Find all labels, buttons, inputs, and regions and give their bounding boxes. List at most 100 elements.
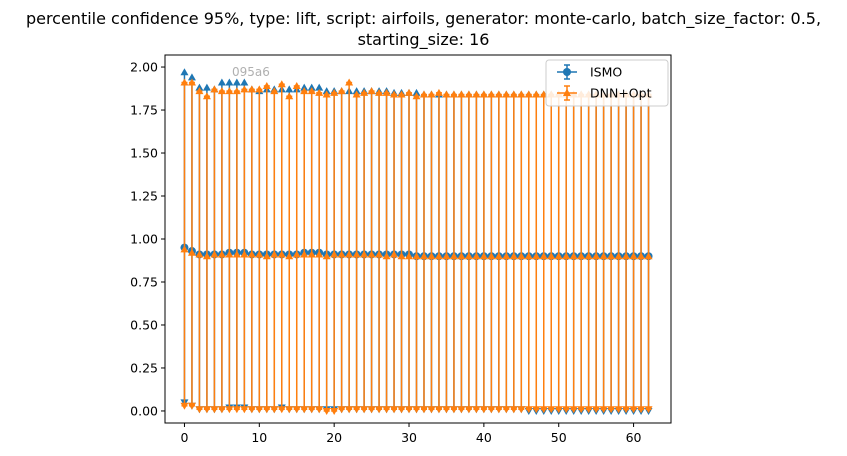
data-point bbox=[539, 252, 548, 260]
lower-cap-marker bbox=[524, 406, 533, 414]
data-point bbox=[210, 250, 219, 258]
data-point bbox=[217, 250, 226, 258]
upper-cap-marker bbox=[337, 87, 346, 95]
lower-cap-marker bbox=[345, 406, 354, 414]
upper-cap-marker bbox=[315, 88, 324, 96]
lower-cap-marker bbox=[472, 406, 481, 414]
lower-cap-marker bbox=[607, 406, 616, 414]
upper-cap-marker bbox=[367, 87, 376, 95]
lower-cap-marker bbox=[464, 406, 473, 414]
upper-cap-marker bbox=[487, 90, 496, 98]
lower-cap-marker bbox=[449, 406, 458, 414]
data-point bbox=[464, 252, 473, 260]
data-point bbox=[419, 252, 428, 260]
upper-cap-marker bbox=[532, 90, 541, 98]
data-point bbox=[599, 252, 608, 260]
upper-cap-marker bbox=[217, 87, 226, 95]
data-point bbox=[449, 252, 458, 260]
lower-cap-marker bbox=[457, 406, 466, 414]
y-tick-label: 2.00 bbox=[130, 60, 158, 75]
upper-cap-marker bbox=[277, 80, 286, 88]
lower-cap-marker bbox=[330, 407, 339, 415]
upper-cap-marker bbox=[472, 90, 481, 98]
lower-cap-marker bbox=[195, 406, 204, 414]
upper-cap-marker bbox=[285, 85, 294, 93]
upper-cap-marker bbox=[509, 90, 518, 98]
watermark-text: 095a6 bbox=[232, 65, 270, 79]
upper-cap-marker bbox=[397, 90, 406, 98]
upper-cap-marker bbox=[210, 85, 219, 93]
lower-cap-marker bbox=[247, 406, 256, 414]
lower-cap-marker bbox=[300, 406, 309, 414]
plot-area bbox=[180, 68, 653, 415]
lower-cap-marker bbox=[255, 406, 264, 414]
upper-cap-marker bbox=[262, 81, 271, 89]
lower-cap-marker bbox=[315, 406, 324, 414]
y-tick-label: 0.25 bbox=[130, 360, 158, 375]
lower-cap-marker bbox=[554, 406, 563, 414]
lower-cap-marker bbox=[352, 406, 361, 414]
data-point bbox=[547, 252, 556, 260]
upper-cap-marker bbox=[180, 68, 189, 76]
upper-cap-marker bbox=[464, 90, 473, 98]
lower-cap-marker bbox=[532, 406, 541, 414]
y-tick-label: 1.75 bbox=[130, 103, 158, 118]
data-point bbox=[232, 250, 241, 258]
lower-cap-marker bbox=[487, 406, 496, 414]
lower-cap-marker bbox=[210, 406, 219, 414]
data-point bbox=[562, 252, 571, 260]
x-tick-label: 60 bbox=[626, 430, 642, 445]
y-tick-label: 0.75 bbox=[130, 274, 158, 289]
axes-frame bbox=[164, 54, 672, 424]
x-tick-label: 0 bbox=[180, 430, 188, 445]
lower-cap-marker bbox=[517, 406, 526, 414]
lower-cap-marker bbox=[434, 406, 443, 414]
upper-cap-marker bbox=[225, 87, 234, 95]
lower-cap-marker bbox=[637, 406, 646, 414]
lower-cap-marker bbox=[322, 407, 331, 415]
upper-cap-marker bbox=[240, 85, 249, 93]
data-point bbox=[472, 252, 481, 260]
upper-cap-marker bbox=[449, 90, 458, 98]
lower-cap-marker bbox=[270, 406, 279, 414]
lower-cap-marker bbox=[644, 406, 653, 414]
lower-cap-marker bbox=[509, 406, 518, 414]
lower-cap-marker bbox=[539, 406, 548, 414]
data-point bbox=[277, 250, 286, 258]
data-point bbox=[517, 252, 526, 260]
x-tick-label: 50 bbox=[551, 430, 567, 445]
upper-cap-marker bbox=[202, 92, 211, 100]
data-point bbox=[502, 252, 511, 260]
upper-cap-marker bbox=[187, 78, 196, 86]
data-point bbox=[195, 250, 204, 258]
chart-title-line-1: percentile confidence 95%, type: lift, s… bbox=[26, 9, 821, 29]
data-point bbox=[322, 252, 331, 260]
data-point bbox=[427, 252, 436, 260]
legend: ISMO DNN+Opt bbox=[545, 59, 669, 107]
data-point bbox=[629, 252, 638, 260]
upper-cap-marker bbox=[232, 87, 241, 95]
data-point bbox=[494, 252, 503, 260]
lower-cap-marker bbox=[562, 406, 571, 414]
upper-cap-marker bbox=[292, 81, 301, 89]
lower-cap-marker bbox=[494, 406, 503, 414]
lower-cap-marker bbox=[502, 406, 511, 414]
data-point bbox=[412, 252, 421, 260]
lower-cap-marker bbox=[584, 406, 593, 414]
lower-cap-marker bbox=[225, 406, 234, 414]
lower-cap-marker bbox=[232, 406, 241, 414]
data-point bbox=[487, 252, 496, 260]
lower-cap-marker bbox=[382, 406, 391, 414]
upper-cap-marker bbox=[195, 87, 204, 95]
upper-cap-marker bbox=[442, 90, 451, 98]
upper-cap-marker bbox=[270, 87, 279, 95]
data-point bbox=[360, 250, 369, 258]
data-point bbox=[375, 250, 384, 258]
upper-cap-marker bbox=[202, 83, 211, 91]
data-point bbox=[330, 250, 339, 258]
upper-cap-marker bbox=[225, 78, 234, 86]
upper-cap-marker bbox=[390, 90, 399, 98]
y-tick-label: 1.50 bbox=[130, 146, 158, 161]
data-point bbox=[479, 252, 488, 260]
data-point bbox=[270, 250, 279, 258]
